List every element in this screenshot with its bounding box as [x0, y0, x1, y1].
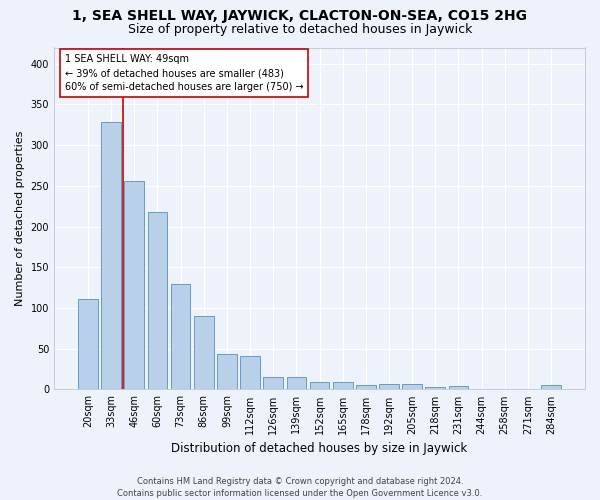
Text: 1, SEA SHELL WAY, JAYWICK, CLACTON-ON-SEA, CO15 2HG: 1, SEA SHELL WAY, JAYWICK, CLACTON-ON-SE… — [73, 9, 527, 23]
Text: Size of property relative to detached houses in Jaywick: Size of property relative to detached ho… — [128, 22, 472, 36]
Y-axis label: Number of detached properties: Number of detached properties — [15, 131, 25, 306]
Bar — [310, 382, 329, 390]
Bar — [148, 212, 167, 390]
Text: Contains HM Land Registry data © Crown copyright and database right 2024.
Contai: Contains HM Land Registry data © Crown c… — [118, 476, 482, 498]
Bar — [101, 122, 121, 390]
Bar — [171, 284, 190, 390]
Bar — [263, 377, 283, 390]
Bar — [240, 356, 260, 390]
Bar — [449, 386, 468, 390]
Text: 1 SEA SHELL WAY: 49sqm
← 39% of detached houses are smaller (483)
60% of semi-de: 1 SEA SHELL WAY: 49sqm ← 39% of detached… — [65, 54, 303, 92]
Bar — [425, 387, 445, 390]
Bar — [194, 316, 214, 390]
X-axis label: Distribution of detached houses by size in Jaywick: Distribution of detached houses by size … — [172, 442, 467, 455]
Bar — [356, 384, 376, 390]
Bar — [78, 299, 98, 390]
Bar — [379, 384, 399, 390]
Bar — [217, 354, 237, 390]
Bar — [541, 386, 561, 390]
Bar — [287, 377, 306, 390]
Bar — [333, 382, 353, 390]
Bar — [124, 181, 144, 390]
Bar — [402, 384, 422, 390]
